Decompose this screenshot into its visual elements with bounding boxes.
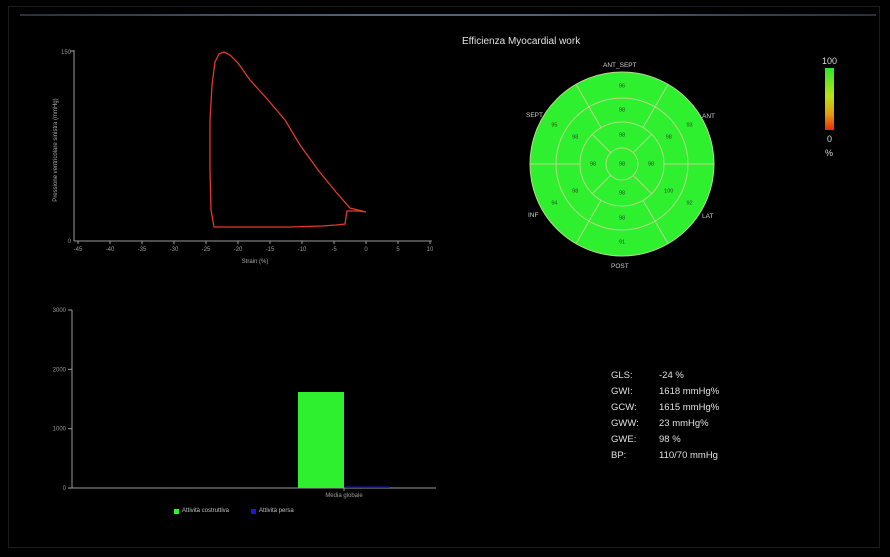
legend-constructive: Attività costruttiva	[174, 508, 229, 514]
metric-row-gwi: GWI: 1618 mmHg%	[611, 384, 719, 400]
efficiency-color-scale	[825, 68, 834, 130]
loop-y-tick-zero: 0	[68, 239, 72, 245]
segment-value-basal: 95	[551, 122, 557, 128]
wall-label-ant: ANT	[702, 113, 715, 120]
metric-label: GWW:	[611, 418, 639, 429]
metric-value: -24 %	[659, 370, 684, 381]
bar-y-tick: 1000	[53, 427, 67, 433]
loop-x-tick: -20	[234, 247, 243, 253]
metric-label: GWE:	[611, 434, 637, 445]
metric-row-gww: GWW: 23 mmHg%	[611, 416, 719, 432]
top-divider	[20, 14, 876, 16]
loop-x-tick: -5	[331, 247, 337, 253]
segment-value-basal: 96	[619, 83, 625, 89]
metric-value: 23 mmHg%	[659, 418, 709, 429]
segment-value-mid: 98	[619, 107, 625, 113]
metric-row-gls: GLS: -24 %	[611, 368, 719, 384]
metric-row-bp: BP: 110/70 mmHg	[611, 448, 719, 464]
pressure-strain-loop	[209, 51, 367, 228]
segment-value-apical: 98	[619, 190, 625, 196]
loop-x-tick: -45	[74, 247, 83, 253]
loop-x-axis-label: Strain (%)	[242, 259, 269, 265]
viewer-frame	[8, 6, 880, 548]
loop-x-tick: -15	[266, 247, 275, 253]
loop-y-tick-max: 150	[61, 50, 72, 56]
legend-label-wasted: Attività persa	[259, 508, 294, 514]
metric-row-gcw: GCW: 1615 mmHg%	[611, 400, 719, 416]
metric-label: GLS:	[611, 370, 633, 381]
metric-value: 1615 mmHg%	[659, 402, 720, 413]
global-metrics-panel: GLS: -24 % GWI: 1618 mmHg% GCW: 1615 mmHg% …	[611, 368, 719, 464]
segment-value-mid: 98	[619, 215, 625, 221]
segment-value-basal: 92	[686, 200, 692, 206]
loop-x-tick: -40	[106, 247, 115, 253]
metric-row-gwe: GWE: 98 %	[611, 432, 719, 448]
legend-wasted: Attività persa	[251, 508, 294, 514]
loop-x-tick: 5	[396, 247, 400, 253]
segment-value-apex: 98	[619, 161, 625, 167]
segment-value-basal: 94	[551, 200, 557, 206]
wall-label-sept: SEPT	[526, 112, 543, 119]
segment-value-mid: 98	[572, 188, 578, 194]
bar-category-label: Media globale	[325, 493, 363, 499]
segment-value-mid: 100	[664, 188, 673, 194]
segment-value-apical: 98	[590, 161, 596, 167]
wall-label-lat: LAT	[702, 213, 713, 220]
loop-x-tick: -35	[138, 247, 147, 253]
wall-label-ant-sept: ANT_SEPT	[603, 62, 637, 69]
legend-label-constructive: Attività costruttiva	[182, 508, 230, 514]
segment-value-basal: 91	[619, 239, 625, 245]
loop-x-tick: -25	[202, 247, 211, 253]
bar-y-tick: 0	[63, 486, 67, 492]
metric-value: 110/70 mmHg	[659, 450, 718, 461]
bar-constructive	[298, 391, 344, 488]
metric-value: 1618 mmHg%	[659, 386, 720, 397]
scale-max-label: 100	[822, 56, 838, 66]
segment-value-mid: 98	[572, 134, 578, 140]
metric-label: BP:	[611, 450, 627, 461]
wall-label-post: POST	[611, 263, 629, 270]
bar-y-tick: 3000	[53, 308, 67, 314]
scale-unit-label: %	[825, 148, 834, 158]
loop-y-axis-label: Pressione ventricolare sinistra (mmHg)	[53, 98, 59, 201]
bullseye-title: Efficienza Myocardial work	[462, 36, 581, 47]
loop-x-tick: -10	[298, 247, 307, 253]
segment-value-mid: 98	[666, 134, 672, 140]
bar-y-tick: 2000	[53, 367, 67, 373]
scale-min-label: 0	[827, 134, 833, 144]
legend-swatch-wasted	[251, 508, 256, 514]
segment-value-apical: 98	[648, 161, 654, 167]
bar-wasted	[345, 486, 389, 488]
metric-label: GWI:	[611, 386, 633, 397]
loop-x-tick: 0	[364, 247, 368, 253]
metric-value: 98 %	[659, 434, 681, 445]
wall-label-inf: INF	[528, 212, 539, 219]
loop-x-tick: -30	[170, 247, 179, 253]
metric-label: GCW:	[611, 402, 637, 413]
segment-value-apical: 98	[619, 132, 625, 138]
legend-swatch-constructive	[174, 508, 179, 514]
segment-value-basal: 93	[686, 122, 692, 128]
loop-x-tick: 10	[427, 247, 434, 253]
